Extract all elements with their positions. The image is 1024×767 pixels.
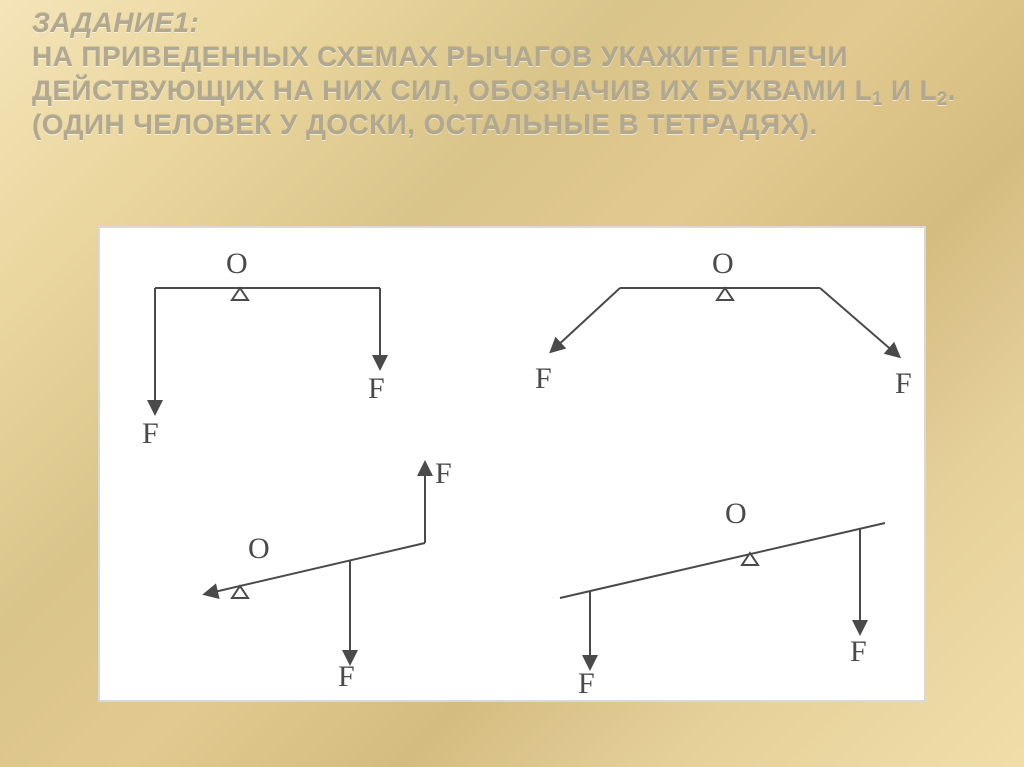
pivot-label: O bbox=[248, 532, 270, 565]
pivot-label: O bbox=[712, 247, 734, 280]
title-line1: ЗАДАНИЕ1: bbox=[32, 7, 199, 38]
force-label-left: F bbox=[578, 667, 595, 700]
force-label-left: F bbox=[142, 417, 159, 450]
force-label-left: F bbox=[535, 362, 552, 395]
pivot-label: O bbox=[725, 497, 747, 530]
pivot-label: O bbox=[226, 247, 248, 280]
force-label-right: F bbox=[850, 635, 867, 668]
force-arrow-right bbox=[820, 288, 895, 353]
figure-area: O F F O F F bbox=[98, 226, 926, 702]
force-label-up: F bbox=[435, 457, 452, 490]
lever-top-right: O F F bbox=[500, 238, 920, 418]
fulcrum-icon bbox=[717, 288, 733, 300]
lever-bar bbox=[560, 523, 885, 598]
force-arrow-left bbox=[555, 288, 620, 348]
title-line2: НА ПРИВЕДЕННЫХ СХЕМАХ РЫЧАГОВ УКАЖИТЕ ПЛ… bbox=[32, 41, 956, 140]
force-label-right: F bbox=[895, 367, 912, 400]
lever-bottom-left: O F F bbox=[200, 458, 500, 688]
lever-bottom-right: O F F bbox=[530, 483, 930, 693]
slide: ЗАДАНИЕ1: НА ПРИВЕДЕННЫХ СХЕМАХ РЫЧАГОВ … bbox=[0, 0, 1024, 767]
force-label-right: F bbox=[368, 372, 385, 405]
lever-top-left: O F F bbox=[130, 238, 430, 458]
fulcrum-icon bbox=[232, 288, 248, 300]
lever-bar bbox=[210, 543, 425, 593]
task-title: ЗАДАНИЕ1: НА ПРИВЕДЕННЫХ СХЕМАХ РЫЧАГОВ … bbox=[32, 6, 992, 143]
force-label-down: F bbox=[338, 660, 355, 693]
